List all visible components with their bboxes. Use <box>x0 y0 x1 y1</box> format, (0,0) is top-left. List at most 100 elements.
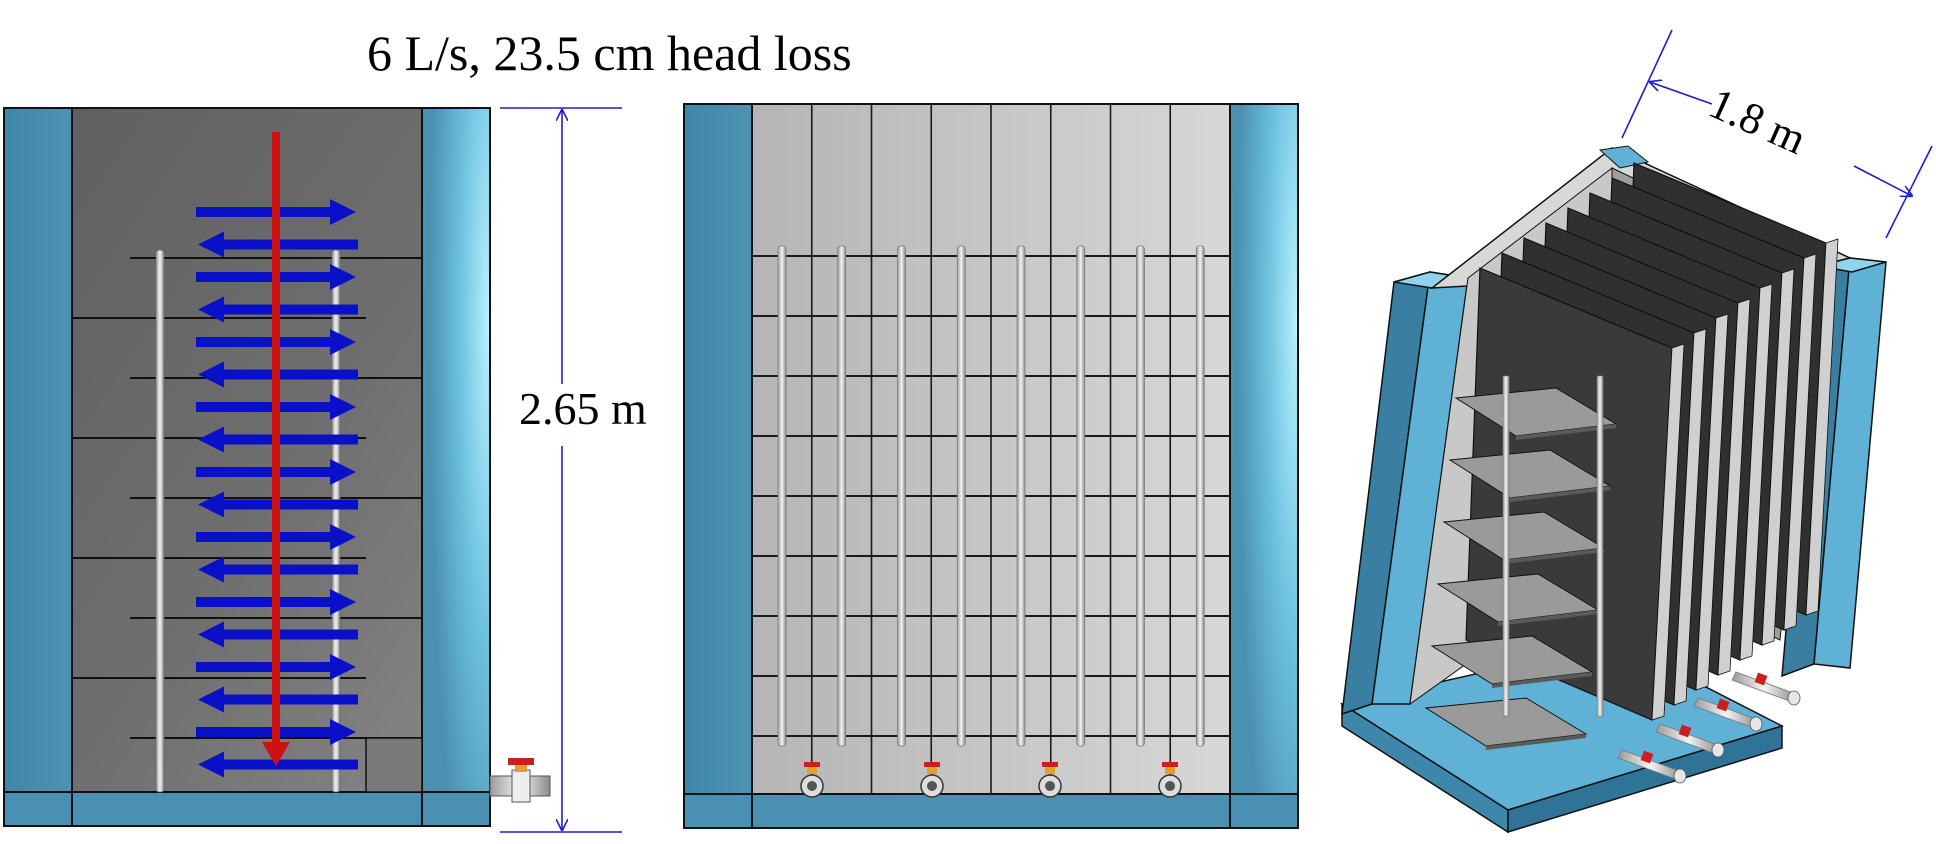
iso-valve-handle <box>1640 750 1654 764</box>
arrow-shaft <box>196 467 332 477</box>
arrow-shaft <box>196 272 332 282</box>
left-arrow-icon <box>198 491 358 518</box>
iso-shelf-edge <box>1486 734 1586 750</box>
floor-slab <box>3 791 491 827</box>
left-arrow-icon <box>198 231 358 258</box>
column-rod <box>1016 245 1026 747</box>
iso-baffle-edge <box>1717 298 1751 676</box>
front-floor-slab <box>683 793 1299 829</box>
arrow-shaft <box>196 597 332 607</box>
arrow-head <box>330 199 356 225</box>
right-wall <box>421 107 491 827</box>
valve-handle <box>1162 762 1178 767</box>
left-wall <box>3 107 73 827</box>
valve-port <box>807 781 817 791</box>
iso-shelf-edge <box>1492 672 1592 688</box>
arrow-shaft <box>196 402 332 412</box>
arrow-shaft <box>222 434 358 445</box>
front-section-view <box>683 103 1299 829</box>
arrow-shaft <box>196 207 332 217</box>
iso-baffle-edge <box>1651 343 1685 721</box>
left-arrow-icon <box>198 751 358 778</box>
flow-arrows <box>196 199 358 778</box>
arrow-shaft <box>222 239 358 250</box>
column-rod <box>956 245 966 747</box>
iso-shelf-edge <box>1498 610 1598 626</box>
left-arrow-icon <box>198 296 358 323</box>
right-arrow-icon <box>196 589 356 615</box>
column-rod <box>1076 245 1086 747</box>
valve-icon <box>800 762 824 798</box>
width-label: 1.8 m <box>1702 78 1813 164</box>
valve-stem <box>1045 766 1055 774</box>
column-rod <box>897 245 906 747</box>
flow-rate-label: 6 L/s, 23.5 cm head loss <box>367 25 852 81</box>
arrow-head <box>330 654 356 680</box>
left-arrow-icon <box>198 361 358 388</box>
front-right-wall <box>1229 103 1299 829</box>
valve-port <box>1165 781 1175 791</box>
valve-icon <box>920 762 944 798</box>
arrow-shaft <box>222 369 358 380</box>
valve-handle <box>924 762 940 767</box>
support-rods <box>155 249 341 793</box>
arrow-head <box>198 686 224 713</box>
arrow-head <box>330 719 356 745</box>
valve-port <box>927 781 937 791</box>
iso-valve-handle <box>1754 672 1768 686</box>
iso-valve-handle <box>1716 698 1730 712</box>
iso-valve-end <box>1673 768 1687 784</box>
column-rod <box>777 245 787 747</box>
iso-shelves <box>1424 375 1618 750</box>
right-arrow-icon <box>196 524 356 550</box>
arrow-head <box>330 589 356 615</box>
iso-baffle-edge <box>1673 328 1707 706</box>
valve-stem <box>807 766 817 774</box>
arrow-head <box>198 361 224 388</box>
column-rod <box>1136 245 1145 747</box>
column-rod <box>837 245 847 747</box>
right-arrow-icon <box>196 654 356 680</box>
iso-rod <box>1502 375 1510 717</box>
arrow-shaft <box>222 694 358 705</box>
arrow-head <box>330 459 356 485</box>
arrow-head <box>198 426 224 453</box>
iso-baffle-edge <box>1805 238 1839 616</box>
front-valves <box>800 762 1182 798</box>
valve-handle <box>804 762 820 767</box>
valve-port <box>1045 781 1055 791</box>
right-arrow-icon <box>196 394 356 420</box>
front-support-rods <box>777 245 1205 747</box>
iso-shelf-edge <box>1504 548 1604 564</box>
iso-valve-end <box>1711 742 1725 758</box>
arrow-head <box>330 524 356 550</box>
right-arrow-icon <box>196 199 356 225</box>
arrow-shaft <box>196 662 332 672</box>
right-arrow-icon <box>196 264 356 290</box>
valve-icon <box>1038 762 1062 798</box>
arrow-shaft <box>196 337 332 347</box>
iso-baffle-edge <box>1739 283 1773 661</box>
iso-baffle-edge <box>1695 313 1729 691</box>
left-arrow-icon <box>198 556 358 583</box>
iso-valve-icon <box>1693 697 1763 732</box>
height-label: 2.65 m <box>519 383 647 434</box>
arrow-head <box>198 491 224 518</box>
right-arrow-icon <box>196 719 356 745</box>
arrow-shaft <box>196 727 332 737</box>
arrow-head <box>330 329 356 355</box>
arrow-shaft <box>196 532 332 542</box>
arrow-head <box>198 621 224 648</box>
arrow-head <box>330 394 356 420</box>
arrow-shaft <box>222 499 358 510</box>
iso-valve-handle <box>1678 724 1692 738</box>
iso-valve-icon <box>1617 749 1687 784</box>
arrow-shaft <box>222 564 358 575</box>
right-arrow-icon <box>196 459 356 485</box>
iso-shelf-edge <box>1516 424 1616 440</box>
column-rod <box>1195 245 1205 747</box>
iso-valve-end <box>1749 716 1763 732</box>
valve-handle <box>1042 762 1058 767</box>
iso-baffle-edge <box>1761 268 1795 646</box>
